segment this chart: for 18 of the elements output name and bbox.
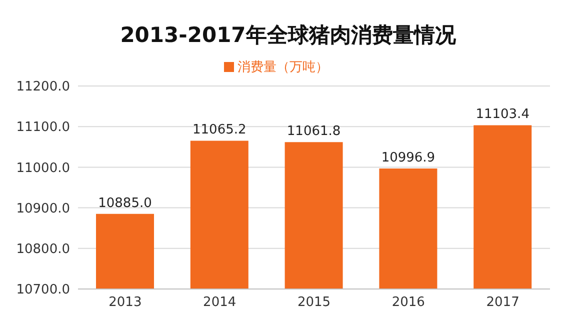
- y-tick-label: 10900.0: [16, 201, 70, 216]
- data-label: 11065.2: [192, 122, 246, 138]
- x-tick-label: 2015: [297, 295, 331, 310]
- data-label: 10996.9: [381, 150, 436, 166]
- legend-label: 消费量（万吨）: [238, 60, 328, 75]
- chart-title: 2013-2017年全球猪肉消费量情况: [119, 22, 457, 49]
- data-label: 11103.4: [476, 107, 530, 122]
- y-tick-label: 11100.0: [16, 120, 70, 136]
- y-tick-label: 11200.0: [16, 80, 70, 95]
- x-tick-label: 2013: [108, 295, 142, 310]
- x-tick-label: 2017: [486, 295, 520, 310]
- x-tick-label: 2016: [392, 295, 425, 310]
- data-label: 10885.0: [98, 196, 152, 211]
- y-tick-label: 10700.0: [16, 282, 70, 298]
- y-tick-label: 10800.0: [16, 242, 70, 258]
- y-tick-label: 11000.0: [16, 160, 70, 176]
- x-tick-label: 2014: [203, 295, 236, 310]
- data-label: 11061.8: [286, 124, 341, 140]
